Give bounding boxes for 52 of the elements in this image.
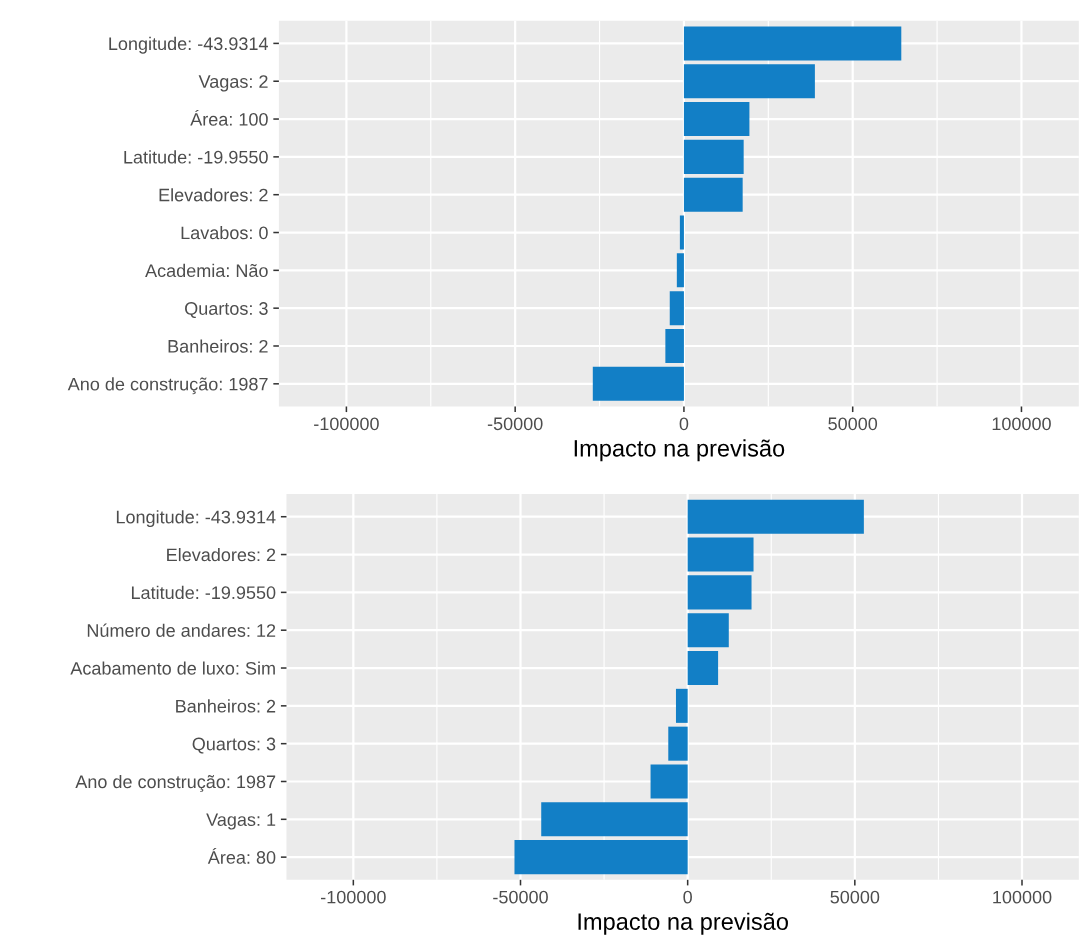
bar	[541, 802, 688, 837]
bar	[669, 291, 684, 326]
bar	[665, 328, 684, 364]
bar	[687, 537, 754, 572]
y-tick-label: Latitude: -19.9550	[124, 150, 268, 164]
x-tick-label: 0	[679, 417, 689, 431]
y-tick-label: Elevadores: 2	[167, 548, 276, 562]
bar	[683, 64, 815, 99]
bar	[687, 499, 864, 534]
y-tick-label: Banheiros: 2	[168, 339, 268, 353]
y-tick-label: Latitude: -19.9550	[131, 585, 276, 600]
bar	[650, 764, 688, 799]
y-tick-label: Vagas: 1	[206, 813, 276, 830]
bar	[687, 575, 752, 610]
x-axis-title: Impacto na previsão	[578, 912, 788, 935]
bar	[679, 215, 684, 250]
x-tick-label: -50000	[487, 417, 543, 431]
x-tick-label: 50000	[828, 417, 878, 431]
y-tick-label: Longitude: -43.9314	[109, 36, 268, 54]
bar	[514, 840, 688, 875]
y-tick-label: Área: 100	[190, 109, 268, 126]
bar	[683, 102, 750, 137]
y-tick-label: Banheiros: 2	[176, 699, 276, 713]
y-tick-label: Vagas: 2	[198, 75, 268, 92]
x-tick-label: 50000	[830, 890, 880, 904]
y-tick-label: Quartos: 3	[192, 737, 276, 754]
y-tick-label: Longitude: -43.9314	[116, 510, 276, 528]
x-axis-title: Impacto na previsão	[574, 439, 785, 462]
bar	[683, 177, 743, 212]
bar	[668, 726, 688, 761]
y-tick-label: Ano de construção: 1987	[75, 774, 276, 792]
bar	[676, 253, 684, 288]
x-tick-label: 0	[683, 890, 692, 904]
bar	[683, 139, 744, 174]
x-tick-label: -100000	[314, 417, 379, 431]
x-tick-label: -100000	[321, 890, 386, 904]
y-tick-label: Quartos: 3	[185, 302, 268, 319]
y-tick-label: Acabamento de luxo: Sim	[70, 661, 275, 675]
bar	[675, 688, 688, 723]
y-tick-label: Academia: Não	[145, 263, 268, 278]
x-tick-label: -50000	[493, 890, 548, 904]
x-tick-label: 100000	[992, 417, 1051, 431]
y-tick-label: Ano de construção: 1987	[67, 377, 268, 395]
y-tick-label: Elevadores: 2	[159, 188, 268, 202]
bar	[683, 26, 902, 61]
y-tick-label: Lavabos: 0	[181, 225, 268, 240]
bar	[687, 613, 729, 648]
x-tick-label: 100000	[993, 890, 1052, 904]
y-tick-label: Número de andares: 12	[87, 623, 276, 637]
y-tick-label: Área: 80	[207, 848, 276, 864]
bar	[687, 651, 719, 686]
bar	[592, 366, 684, 401]
